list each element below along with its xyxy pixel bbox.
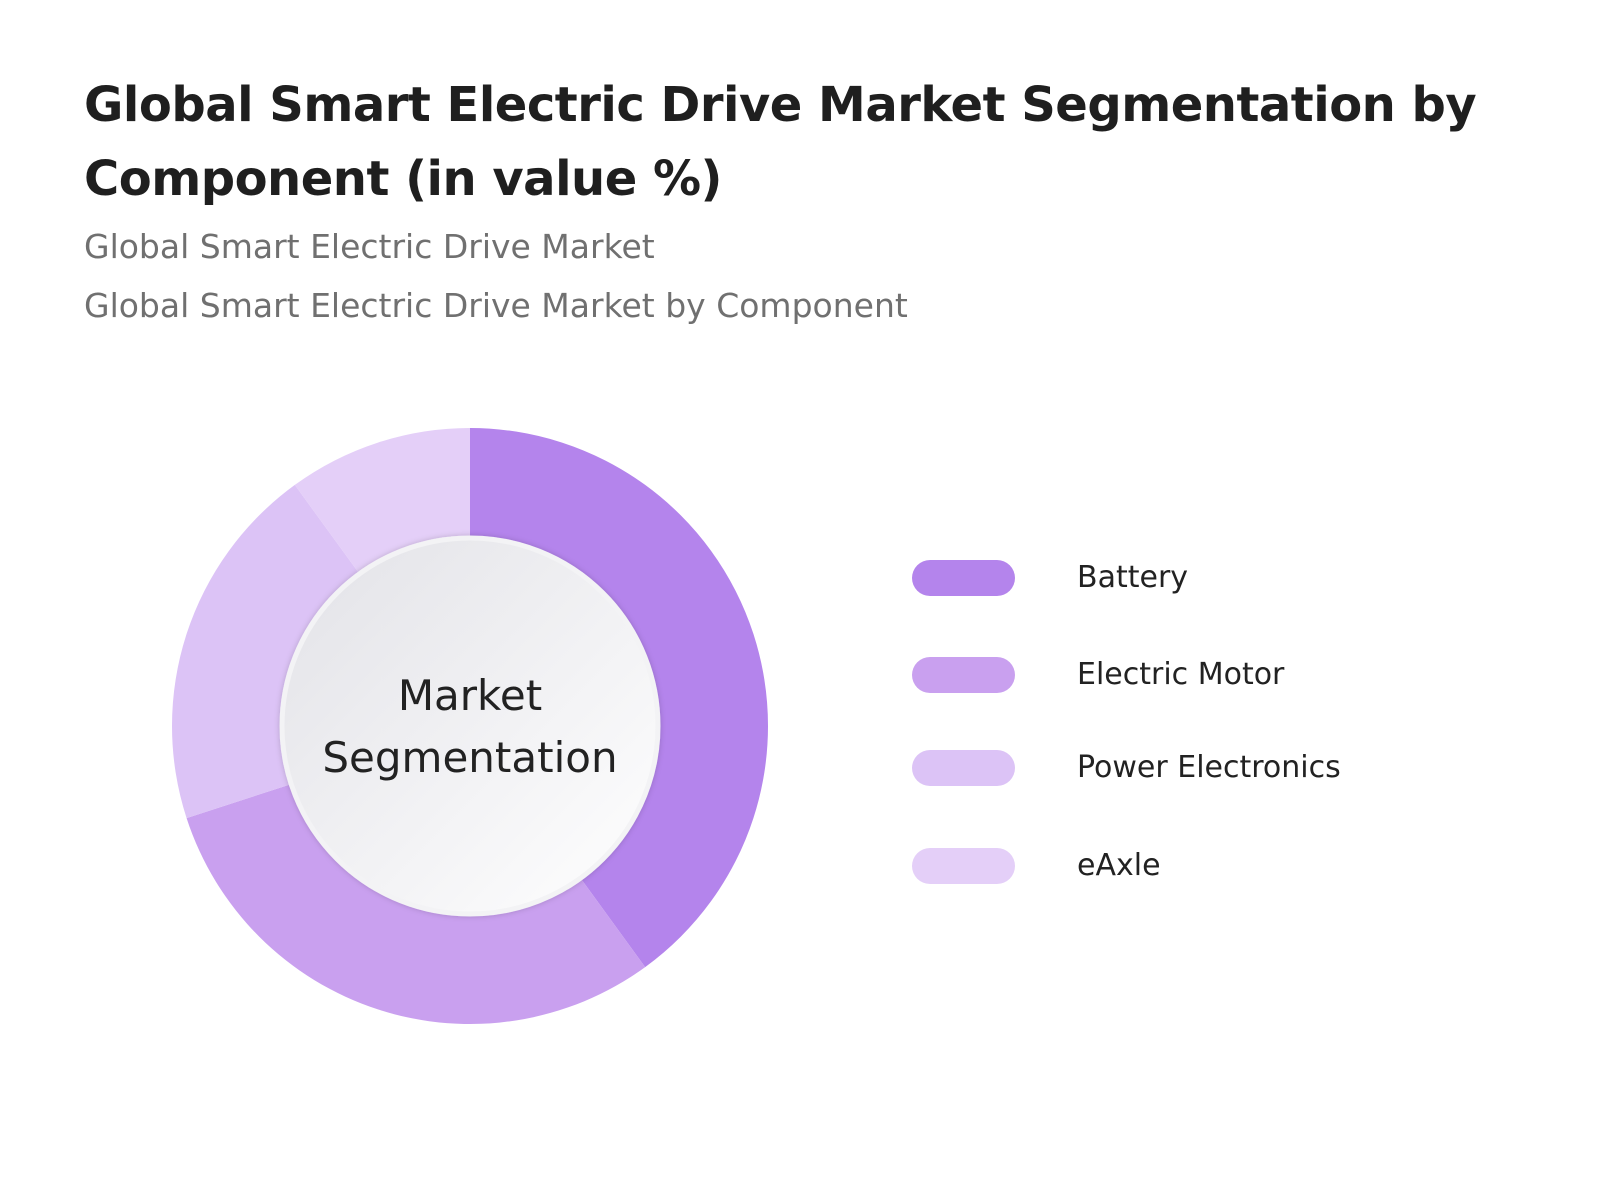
chart-subtitle-secondary: Global Smart Electric Drive Market by Co… [84, 286, 908, 325]
legend-swatch [912, 848, 1015, 884]
legend-label: Battery [1077, 560, 1189, 595]
donut-slices [172, 428, 769, 1024]
legend-swatch [912, 657, 1015, 693]
donut-center [279, 535, 661, 917]
chart-title: Global Smart Electric Drive Market Segme… [84, 77, 1477, 207]
legend-item: Power Electronics [912, 746, 1472, 786]
donut-center-label: Market Segmentation [322, 671, 618, 782]
legend-label: eAxle [1077, 848, 1161, 883]
legend-label: Power Electronics [1077, 750, 1341, 785]
legend-item: Battery [912, 556, 1472, 596]
donut-slice-power-electronics [172, 484, 360, 819]
donut-slice-eaxle [294, 428, 470, 574]
chart-subtitle: Global Smart Electric Drive Market [84, 227, 655, 266]
legend-swatch [912, 560, 1015, 596]
legend-item: eAxle [912, 844, 1472, 884]
legend-swatch [912, 750, 1015, 786]
donut-slice-electric-motor [186, 784, 646, 1024]
legend-label: Electric Motor [1077, 657, 1285, 692]
donut-slice-battery [470, 428, 769, 968]
legend-item: Electric Motor [912, 653, 1472, 693]
